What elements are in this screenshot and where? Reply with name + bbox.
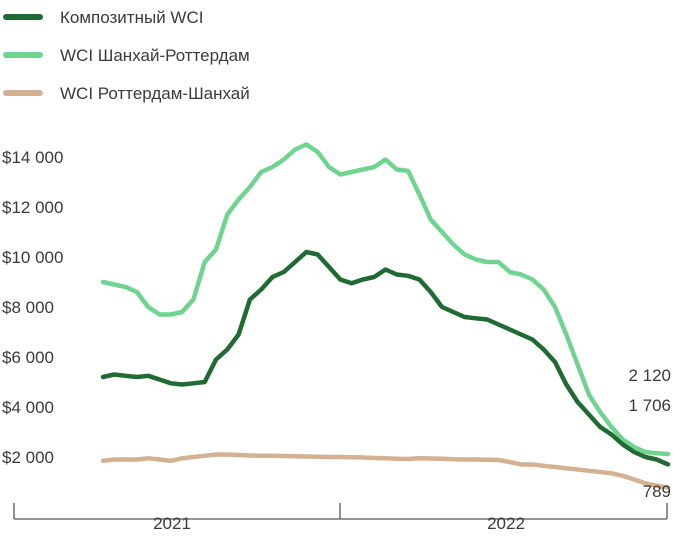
y-axis: $2 000 $4 000 $6 000 $8 000 $10 000 $12 000 $1… (2, 148, 63, 467)
y-tick-label: $2 000 (2, 448, 54, 467)
end-value-label: 789 (643, 482, 671, 501)
y-tick-label: $14 000 (2, 148, 63, 167)
y-tick-label: $4 000 (2, 398, 54, 417)
legend: Композитный WCI WCI Шанхай-Роттердам WCI Р… (3, 8, 250, 103)
end-value-label: 1 706 (628, 396, 671, 415)
end-value-label: 2 120 (628, 366, 671, 385)
legend-label: Композитный WCI (60, 8, 203, 27)
x-axis: 2021 2022 (13, 503, 668, 533)
x-category-label: 2021 (153, 514, 191, 533)
series-line (100, 249, 671, 467)
y-tick-label: $12 000 (2, 198, 63, 217)
y-tick-label: $6 000 (2, 348, 54, 367)
y-tick-label: $8 000 (2, 298, 54, 317)
legend-label: WCI Шанхай-Роттердам (60, 46, 250, 65)
series-lines (100, 142, 671, 490)
x-category-label: 2022 (487, 514, 525, 533)
series-line (100, 142, 671, 457)
legend-label: WCI Роттердам-Шанхай (60, 84, 250, 103)
y-tick-label: $10 000 (2, 248, 63, 267)
end-labels: 1 706 2 120 789 (628, 366, 671, 501)
series-line (100, 452, 671, 490)
